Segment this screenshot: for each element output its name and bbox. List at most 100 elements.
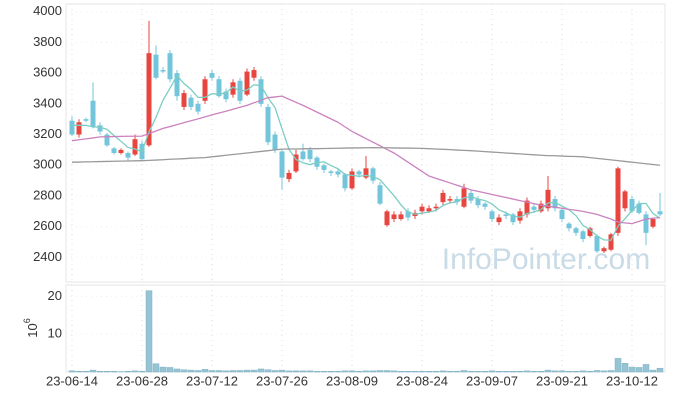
candle-body [286, 172, 292, 180]
y-tick-label: 2400 [33, 249, 62, 264]
candle-body [552, 199, 558, 209]
volume-bar [180, 369, 188, 373]
volume-bar [173, 368, 181, 373]
volume-bar [614, 358, 622, 373]
y-tick-label: 3200 [33, 126, 62, 141]
volume-bar [509, 370, 517, 373]
candle-body [615, 168, 621, 233]
candle-body [258, 79, 264, 104]
y-tick-label: 3800 [33, 34, 62, 49]
candle-body [188, 97, 194, 107]
volume-bar [334, 370, 342, 373]
volume-bar [516, 370, 524, 373]
volume-bar [376, 370, 384, 373]
volume-bar [467, 370, 475, 373]
volume-bar [446, 370, 454, 373]
candle-body [398, 214, 404, 220]
x-tick-label: 23-07-26 [256, 373, 308, 388]
volume-bar [565, 370, 573, 373]
volume-bar [404, 370, 412, 373]
volume-bar [68, 370, 76, 373]
candle-body [517, 211, 523, 221]
candle-body [363, 168, 369, 178]
candle-body [300, 151, 306, 160]
volume-bar [474, 370, 482, 373]
volume-bar [145, 290, 153, 373]
x-tick-label: 23-06-28 [116, 373, 168, 388]
candle-body [454, 199, 460, 203]
volume-bar [621, 363, 629, 373]
candle-body [391, 214, 397, 220]
candle-body [328, 171, 334, 173]
candle-body [657, 211, 663, 215]
volume-bar [586, 370, 594, 373]
candle-body [503, 214, 509, 216]
candle-body [251, 70, 257, 78]
volume-bar [628, 366, 636, 373]
volume-bar [222, 370, 230, 373]
volume-bar [558, 370, 566, 373]
volume-bar [313, 370, 321, 373]
volume-bar [124, 370, 132, 373]
candle-body [104, 134, 110, 146]
y-axis-label: 106 [22, 318, 40, 337]
volume-bar [551, 370, 559, 373]
candle-body [594, 235, 600, 252]
candle-body [181, 93, 187, 107]
x-tick-label: 23-09-07 [466, 373, 518, 388]
candle-body [608, 234, 614, 250]
x-tick-label: 23-10-12 [606, 373, 658, 388]
x-tick-label: 23-08-09 [326, 373, 378, 388]
volume-bar [362, 370, 370, 373]
volume-bar [194, 370, 202, 373]
volume-bar [495, 370, 503, 373]
candle-body [433, 206, 439, 209]
candle-body [272, 134, 278, 150]
volume-bar [369, 370, 377, 373]
candle-body [342, 174, 348, 189]
candle-body [132, 139, 138, 155]
y-tick-label: 20 [48, 288, 62, 303]
volume-bar [341, 370, 349, 373]
moving-average-line [71, 95, 661, 225]
candle-body [279, 151, 285, 178]
volume-bar [418, 370, 426, 373]
volume-bar [355, 370, 363, 373]
candle-body [349, 171, 355, 189]
volume-bar [250, 369, 258, 373]
candle-body [475, 199, 481, 206]
candle-body [377, 185, 383, 204]
candle-body [601, 248, 607, 252]
watermark: InfoPointer.com [442, 243, 650, 276]
volume-bar [208, 370, 216, 373]
volume-bar [488, 370, 496, 373]
volume-bar [89, 369, 97, 373]
volume-bar [460, 370, 468, 373]
volume-bar [642, 364, 650, 373]
y-label-exponent: 6 [22, 318, 32, 323]
volume-bar [103, 370, 111, 373]
volume-bar [306, 370, 314, 373]
volume-bar [411, 370, 419, 373]
volume-bar [635, 367, 643, 373]
candle-body [405, 211, 411, 218]
volume-bar [285, 370, 293, 373]
volume-bar [236, 370, 244, 373]
price-panel [65, 3, 666, 283]
candle-body [384, 211, 390, 226]
volume-bar [425, 370, 433, 373]
volume-bar [593, 370, 601, 373]
volume-bar [453, 370, 461, 373]
candle-body [587, 228, 593, 236]
y-label-base: 10 [25, 323, 40, 337]
volume-bar [215, 370, 223, 373]
y-tick-label: 3000 [33, 157, 62, 172]
volume-bar [82, 370, 90, 373]
candle-body [545, 189, 551, 209]
y-tick-label: 3400 [33, 95, 62, 110]
volume-bar [390, 370, 398, 373]
candle-body [447, 199, 453, 201]
candle-body [356, 171, 362, 175]
volume-bar [607, 370, 615, 373]
volume-bar [544, 369, 552, 373]
